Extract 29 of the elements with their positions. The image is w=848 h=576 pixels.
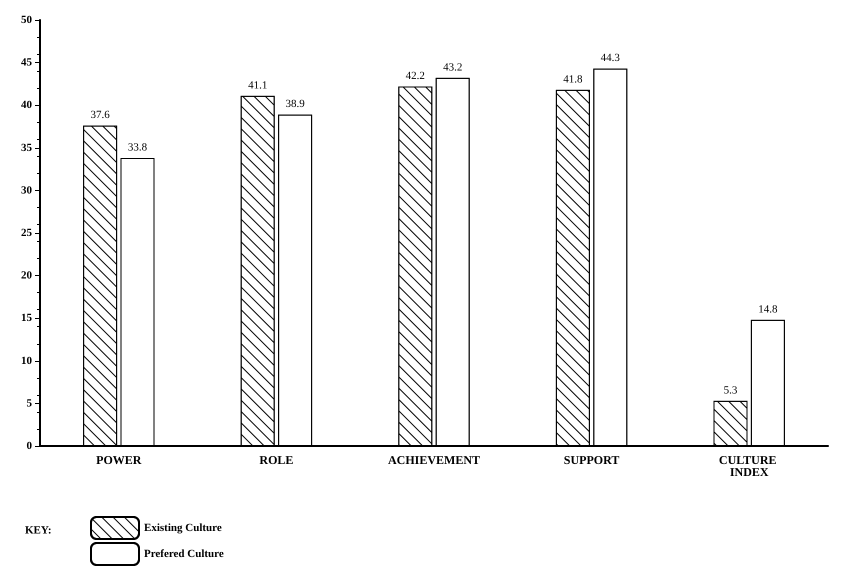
y-tick-label: 0 xyxy=(26,440,32,452)
data-label: 33.8 xyxy=(128,142,148,154)
legend-title: KEY: xyxy=(25,524,52,536)
data-label: 41.8 xyxy=(563,73,584,86)
x-tick-label: SUPPORT xyxy=(564,453,620,467)
data-label: 37.6 xyxy=(90,109,110,122)
y-tick-label: 40 xyxy=(21,99,32,112)
y-tick-label: 20 xyxy=(21,270,32,282)
x-tick-label: ROLE xyxy=(259,453,294,467)
y-tick-label: 5 xyxy=(26,397,32,410)
legend-label: Prefered Culture xyxy=(144,548,224,560)
data-label: 38.9 xyxy=(285,98,306,110)
data-label: 44.3 xyxy=(600,52,620,64)
y-tick-label: 10 xyxy=(21,354,32,367)
data-label: 43.2 xyxy=(443,61,462,74)
y-tick-label: 35 xyxy=(21,142,32,154)
x-tick-label: ACHIEVEMENT xyxy=(388,453,480,467)
x-tick-label: POWER xyxy=(96,453,142,467)
y-tick-label: 25 xyxy=(21,227,32,239)
y-tick-label: 45 xyxy=(21,56,32,69)
x-tick-label: CULTURE INDEX xyxy=(718,453,780,479)
data-label: 5.3 xyxy=(724,384,738,396)
data-label: 42.2 xyxy=(406,70,425,82)
legend-label: Existing Culture xyxy=(144,522,222,534)
data-label: 41.1 xyxy=(248,79,268,92)
y-tick-label: 15 xyxy=(21,312,32,324)
y-tick-label: 50 xyxy=(21,14,32,26)
data-label: 14.8 xyxy=(758,303,778,316)
y-tick-label: 30 xyxy=(21,184,32,196)
